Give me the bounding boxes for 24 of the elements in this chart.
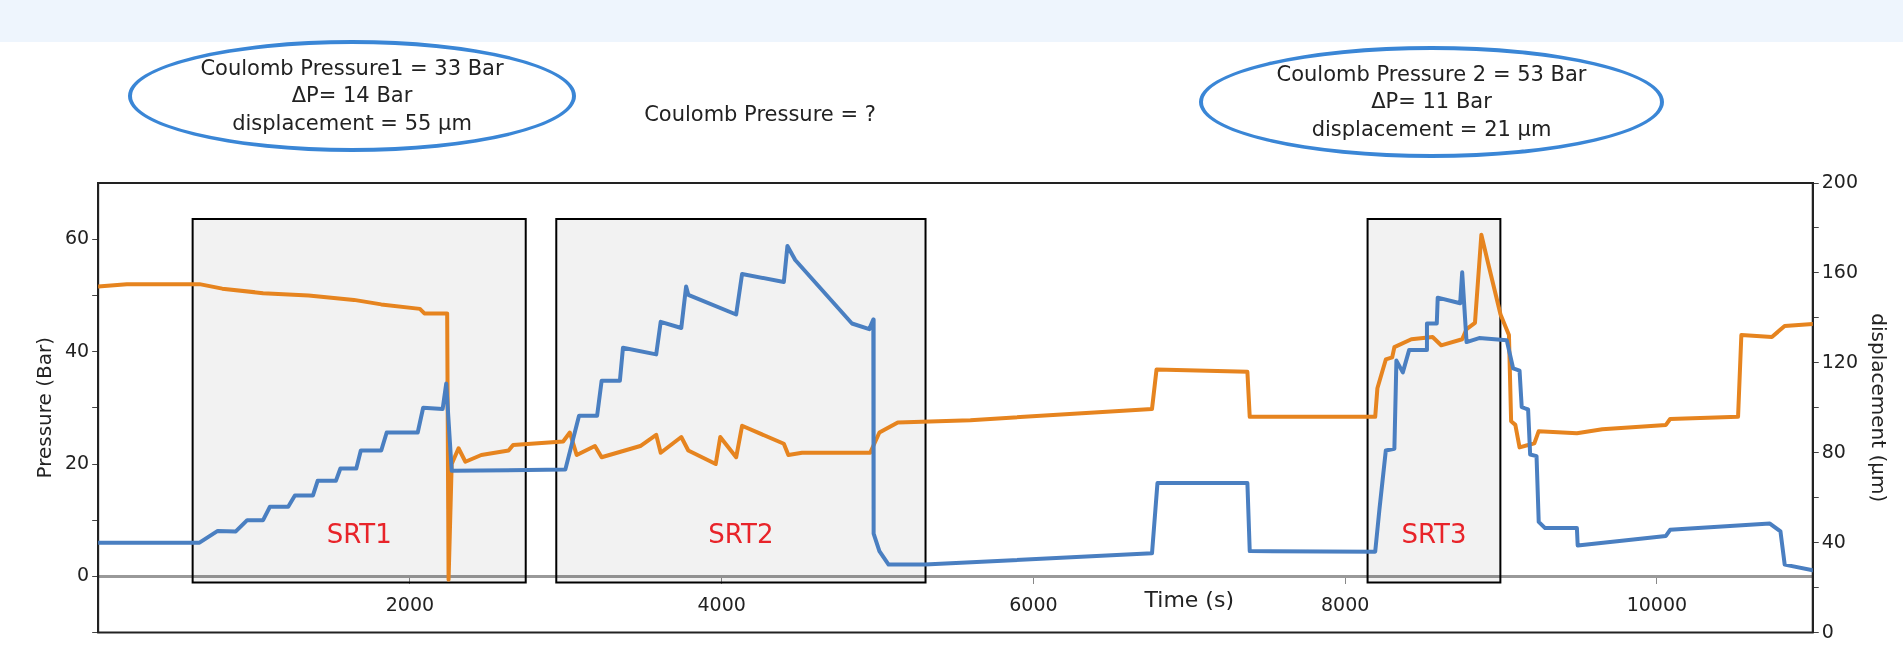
y2-tick-label: 40 — [1821, 529, 1846, 552]
text: Coulomb Pressure1 = 33 Bar ΔP= 14 Bar displacement = 55 µm — [200, 55, 504, 137]
band-label: SRT2 — [708, 519, 774, 550]
band-label: SRT3 — [1401, 519, 1467, 550]
text: Coulomb Pressure = ? — [644, 101, 876, 129]
y2-tick-label: 200 — [1821, 169, 1858, 192]
y-tick-label: 0 — [77, 563, 90, 586]
y2-tick-label: 80 — [1821, 439, 1846, 462]
x-tick-label: 4000 — [697, 592, 746, 615]
x-axis-title: Time (s) — [1143, 587, 1234, 613]
y2-axis-title: displacement (µm) — [1866, 313, 1891, 503]
y-tick-label: 20 — [64, 450, 90, 473]
x-tick-label: 10000 — [1626, 592, 1688, 615]
x-tick-label: 8000 — [1320, 592, 1370, 615]
y-tick-label: 40 — [64, 338, 90, 361]
y-tick-label: 60 — [64, 226, 90, 249]
y-axis-title: Pressure (Bar) — [32, 337, 57, 479]
text: Coulomb Pressure 2 = 53 Bar ΔP= 11 Bar displacement = 21 µm — [1276, 61, 1587, 143]
x-tick-label: 6000 — [1009, 592, 1058, 615]
y2-tick-label: 160 — [1821, 259, 1858, 282]
y2-tick-label: 0 — [1821, 619, 1834, 642]
y2-tick-label: 120 — [1821, 349, 1858, 372]
x-tick-label: 2000 — [385, 592, 435, 615]
band-label: SRT1 — [326, 519, 392, 550]
